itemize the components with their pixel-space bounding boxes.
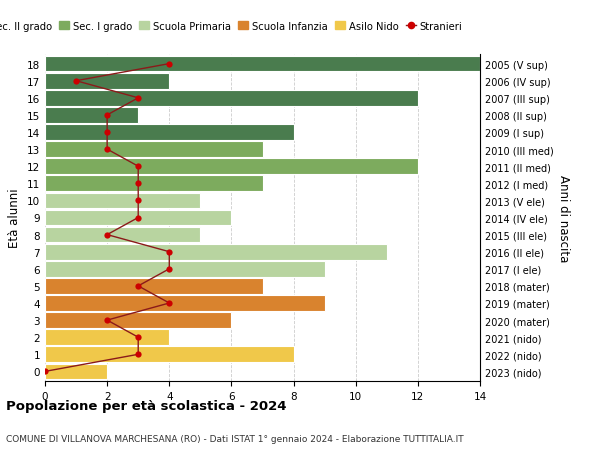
Bar xyxy=(45,108,138,123)
Bar xyxy=(45,159,418,175)
Bar xyxy=(45,56,480,73)
Bar xyxy=(45,313,232,328)
Bar xyxy=(45,244,387,260)
Bar xyxy=(45,227,200,243)
Bar xyxy=(45,142,263,157)
Bar xyxy=(45,347,293,362)
Text: Popolazione per età scolastica - 2024: Popolazione per età scolastica - 2024 xyxy=(6,399,287,412)
Bar xyxy=(45,74,169,90)
Bar xyxy=(45,193,200,209)
Bar xyxy=(45,91,418,106)
Text: COMUNE DI VILLANOVA MARCHESANA (RO) - Dati ISTAT 1° gennaio 2024 - Elaborazione : COMUNE DI VILLANOVA MARCHESANA (RO) - Da… xyxy=(6,434,464,443)
Bar xyxy=(45,210,232,226)
Bar xyxy=(45,125,293,140)
Bar xyxy=(45,330,169,345)
Y-axis label: Età alunni: Età alunni xyxy=(8,188,22,248)
Y-axis label: Anni di nascita: Anni di nascita xyxy=(557,174,570,262)
Bar xyxy=(45,176,263,192)
Bar xyxy=(45,279,263,294)
Bar xyxy=(45,296,325,311)
Bar xyxy=(45,364,107,380)
Bar xyxy=(45,261,325,277)
Legend: Sec. II grado, Sec. I grado, Scuola Primaria, Scuola Infanzia, Asilo Nido, Stran: Sec. II grado, Sec. I grado, Scuola Prim… xyxy=(0,18,466,36)
